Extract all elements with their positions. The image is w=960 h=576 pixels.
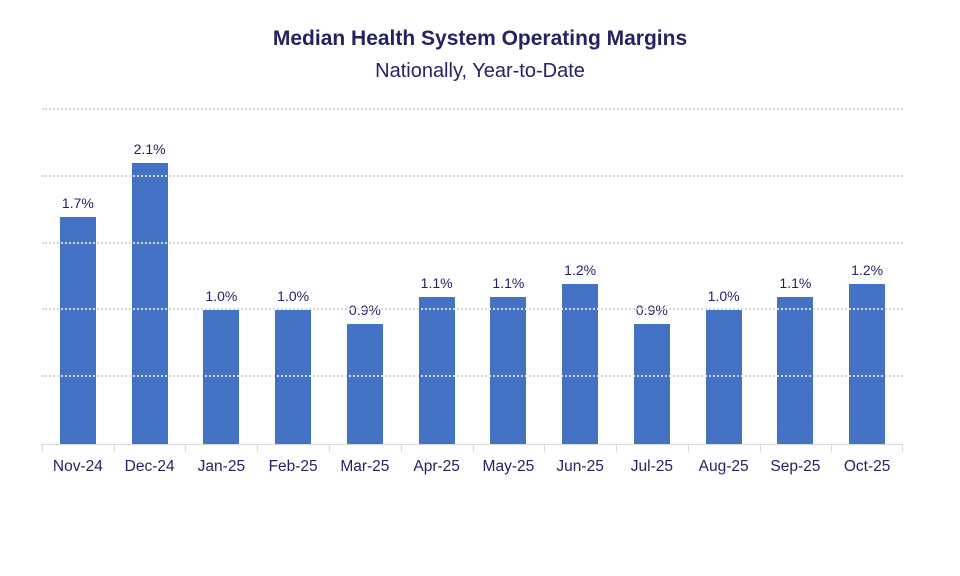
x-axis-tick	[400, 444, 402, 452]
x-axis-labels: Nov-24 Dec-24 Jan-25 Feb-25 Mar-25 Apr-25 May-…	[42, 458, 903, 476]
bar-group: 2.1%	[114, 110, 186, 444]
bar	[59, 216, 96, 444]
bar	[777, 297, 814, 444]
x-axis-tick	[472, 444, 474, 452]
x-axis-tick	[759, 444, 761, 452]
bar-value-label: 1.1%	[492, 275, 525, 292]
bar	[633, 323, 670, 444]
bar-group: 1.2%	[544, 110, 616, 444]
bar	[275, 310, 312, 444]
bar-group: 1.1%	[473, 110, 545, 444]
bar-value-label: 2.1%	[133, 141, 166, 158]
x-axis-label: Feb-25	[268, 458, 318, 475]
bar	[346, 323, 383, 444]
bar-value-label: 1.2%	[564, 261, 597, 278]
x-axis-tick	[544, 444, 546, 452]
x-axis-label: Mar-25	[340, 458, 390, 475]
bar-group: 1.1%	[401, 110, 473, 444]
x-axis-label: Dec-24	[124, 458, 175, 475]
bar-series: 1.7% 2.1% 1.0% 1.0% 0.9% 1.1% 1.1% 1.2% 0.9% 1.0%…	[42, 110, 903, 444]
bar-value-label: 1.0%	[277, 288, 310, 305]
bar-group: 0.9%	[329, 110, 401, 444]
gridline	[42, 241, 903, 244]
bar-value-label: 1.1%	[779, 275, 812, 292]
x-axis-tick	[113, 444, 115, 452]
x-axis-tick	[902, 444, 903, 452]
x-axis-label: Nov-24	[52, 458, 103, 475]
x-axis-label: Jul-25	[630, 458, 673, 475]
x-axis-tick	[42, 444, 43, 452]
gridline	[42, 108, 903, 110]
bar-group: 1.0%	[186, 110, 258, 444]
x-axis-tick	[257, 444, 259, 452]
x-axis-tick	[185, 444, 187, 452]
bar	[418, 297, 455, 444]
bar-value-label: 1.1%	[420, 275, 453, 292]
gridline	[42, 375, 903, 378]
bar-value-label: 1.0%	[205, 288, 238, 305]
bar	[131, 163, 168, 444]
bar	[562, 283, 599, 444]
bar-group: 1.1%	[760, 110, 832, 444]
bar-group: 1.7%	[42, 110, 114, 444]
bar	[849, 283, 886, 444]
plot-area: 1.7% 2.1% 1.0% 1.0% 0.9% 1.1% 1.1% 1.2% 0.9% 1.0%…	[42, 108, 903, 452]
chart-title: Median Health System Operating Margins	[272, 27, 688, 50]
bar	[203, 310, 240, 444]
x-axis-label: Sep-25	[770, 458, 821, 475]
x-axis-label: Jan-25	[197, 458, 246, 475]
x-axis-tick	[687, 444, 689, 452]
x-axis-tick	[615, 444, 617, 452]
x-axis-label: Oct-25	[843, 458, 891, 475]
bar-value-label: 1.2%	[851, 261, 884, 278]
x-axis-tick	[328, 444, 330, 452]
bar	[490, 297, 527, 444]
gridline	[42, 308, 903, 311]
bar-value-label: 1.7%	[61, 194, 94, 211]
bar	[705, 310, 742, 444]
bar-group: 0.9%	[616, 110, 688, 444]
bar-group: 1.0%	[257, 110, 329, 444]
x-axis-tick	[831, 444, 833, 452]
x-axis-label: Aug-25	[698, 458, 749, 475]
bar-group: 1.2%	[831, 110, 903, 444]
gridline	[42, 174, 903, 177]
x-axis-label: Apr-25	[413, 458, 460, 475]
bar-value-label: 1.0%	[707, 288, 740, 305]
x-axis-label: May-25	[482, 458, 535, 475]
chart-subtitle: Nationally, Year-to-Date	[375, 60, 585, 82]
bar-group: 1.0%	[688, 110, 760, 444]
x-axis-label: Jun-25	[556, 458, 604, 475]
